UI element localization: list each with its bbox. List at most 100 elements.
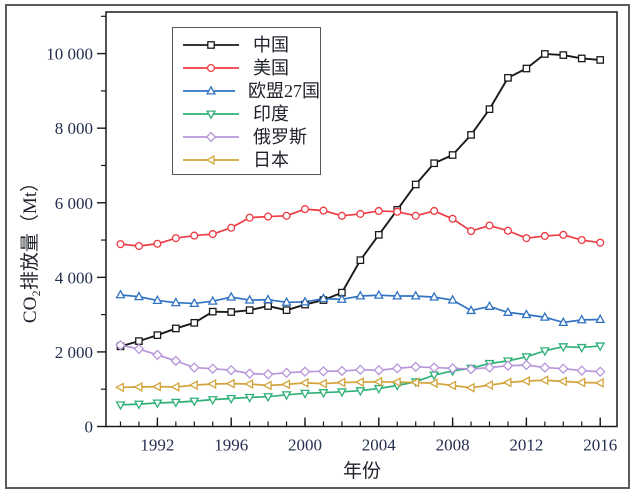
data-point-japan [133, 381, 143, 392]
data-point-usa [337, 211, 346, 220]
x-tick-label: 2000 [288, 436, 322, 455]
data-point-usa [227, 223, 236, 232]
legend-label-japan: 日本 [253, 149, 289, 170]
data-point-russia [299, 366, 311, 378]
data-point-usa [208, 230, 217, 239]
data-point-eu27 [466, 304, 477, 315]
legend-label-russia: 俄罗斯 [253, 126, 307, 147]
data-point-usa [282, 211, 291, 220]
data-point-japan [336, 377, 346, 388]
data-point-usa [411, 211, 420, 220]
data-point-japan [391, 377, 401, 388]
legend-label-india: 印度 [253, 103, 289, 124]
data-point-russia [170, 355, 182, 367]
data-point-japan [188, 380, 198, 391]
data-point-japan [354, 377, 364, 388]
data-point-russia [484, 362, 495, 373]
data-point-usa [559, 230, 568, 239]
series-markers-russia [115, 339, 606, 380]
data-point-china [430, 159, 439, 168]
data-point-japan [465, 382, 475, 393]
data-point-india [336, 388, 347, 398]
data-point-russia [576, 365, 588, 376]
data-point-china [448, 151, 457, 159]
legend: 中国 美国 欧盟27国 印度 俄罗斯 日本 [172, 27, 321, 175]
legend-item-eu27: 欧盟27国 [173, 79, 320, 102]
data-point-russia [465, 363, 477, 375]
data-point-eu27 [521, 309, 532, 319]
data-point-eu27 [152, 294, 163, 305]
data-point-russia [336, 365, 348, 377]
data-point-eu27 [595, 313, 606, 324]
legend-glyph-usa [206, 63, 216, 72]
legend-item-russia: 俄罗斯 [173, 125, 320, 148]
data-point-japan [299, 377, 309, 388]
data-point-china [208, 307, 217, 316]
y-tick-label: 0 [85, 418, 94, 437]
legend-marker-japan-icon [183, 154, 239, 165]
data-point-eu27 [300, 296, 310, 306]
legend-marker-usa-icon [183, 63, 239, 72]
data-point-usa [134, 241, 144, 251]
data-point-eu27 [207, 295, 218, 305]
data-point-russia [391, 363, 403, 374]
series-markers-eu27 [115, 289, 606, 327]
data-point-russia [262, 368, 274, 380]
data-point-china [190, 318, 199, 327]
data-point-eu27 [558, 316, 569, 327]
series-markers-japan [114, 375, 604, 393]
legend-label-eu27: 欧盟27国 [248, 80, 320, 101]
data-point-india [318, 389, 329, 399]
data-point-china [504, 73, 512, 82]
legend-marker-russia-icon [183, 131, 239, 142]
data-point-japan [262, 380, 272, 391]
data-point-china [596, 56, 605, 64]
data-point-china [541, 50, 549, 58]
data-point-eu27 [429, 291, 440, 301]
data-point-eu27 [392, 290, 403, 300]
x-tick-label: 2012 [509, 436, 543, 455]
data-point-russia [594, 366, 606, 378]
x-tick-label: 1996 [214, 436, 248, 455]
legend-item-japan: 日本 [173, 148, 320, 171]
legend-item-india: 印度 [173, 102, 320, 125]
data-point-usa [466, 227, 476, 236]
data-point-india [576, 343, 587, 353]
data-point-usa [596, 238, 605, 247]
data-point-india [539, 347, 550, 357]
legend-label-usa: 美国 [253, 57, 289, 78]
data-point-usa [448, 214, 457, 223]
data-point-china [374, 230, 383, 239]
data-point-russia [244, 368, 255, 379]
data-point-usa [356, 209, 365, 218]
data-point-russia [373, 364, 385, 376]
data-point-china [171, 324, 180, 333]
x-tick-label: 2008 [436, 436, 470, 455]
y-tick-label: 2 000 [55, 343, 93, 362]
data-point-india [115, 401, 126, 411]
legend-item-usa: 美国 [173, 56, 320, 79]
data-point-india [152, 399, 163, 409]
data-point-usa [577, 236, 586, 245]
data-point-usa [393, 207, 402, 216]
data-point-india [373, 384, 384, 395]
legend-glyph-eu27 [206, 84, 216, 95]
y-axis-title: CO₂排放量（Mt） [19, 173, 41, 323]
data-point-japan [151, 381, 161, 392]
data-point-eu27 [576, 314, 587, 324]
data-point-india [300, 389, 310, 399]
legend-marker-eu27-icon [183, 84, 235, 95]
legend-glyph-china [207, 40, 215, 49]
data-point-usa [153, 239, 162, 248]
data-point-eu27 [189, 297, 200, 307]
data-point-japan [280, 379, 291, 390]
data-point-japan [520, 376, 530, 387]
data-point-india [521, 353, 532, 363]
data-point-eu27 [115, 289, 126, 299]
data-point-usa [540, 231, 549, 240]
data-point-india [133, 400, 144, 410]
data-point-eu27 [263, 294, 274, 304]
data-point-india [355, 387, 366, 397]
data-point-usa [300, 205, 310, 214]
